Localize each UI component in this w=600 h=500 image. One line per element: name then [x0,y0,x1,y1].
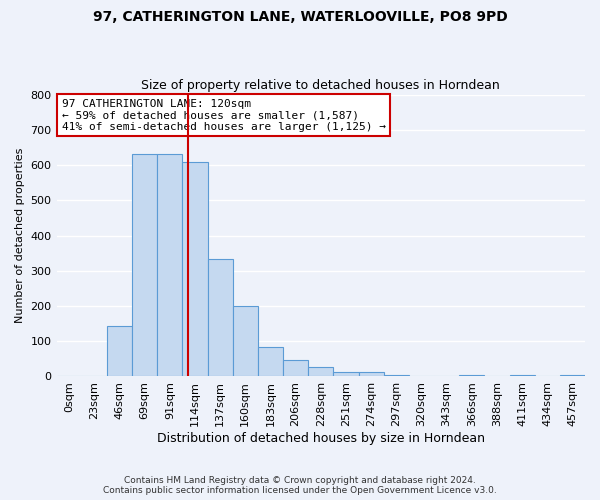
Bar [459,374,484,376]
Bar [107,326,132,376]
Bar [182,162,208,376]
Bar [308,367,334,376]
Bar [359,372,383,376]
Text: Contains HM Land Registry data © Crown copyright and database right 2024.
Contai: Contains HM Land Registry data © Crown c… [103,476,497,495]
Title: Size of property relative to detached houses in Horndean: Size of property relative to detached ho… [142,79,500,92]
Bar [157,154,182,376]
Y-axis label: Number of detached properties: Number of detached properties [15,148,25,323]
Bar [132,154,157,376]
Text: 97 CATHERINGTON LANE: 120sqm
← 59% of detached houses are smaller (1,587)
41% of: 97 CATHERINGTON LANE: 120sqm ← 59% of de… [62,99,386,132]
Text: 97, CATHERINGTON LANE, WATERLOOVILLE, PO8 9PD: 97, CATHERINGTON LANE, WATERLOOVILLE, PO… [92,10,508,24]
Bar [283,360,308,376]
Bar [509,374,535,376]
Bar [233,306,258,376]
Bar [334,372,359,376]
Bar [208,259,233,376]
X-axis label: Distribution of detached houses by size in Horndean: Distribution of detached houses by size … [157,432,485,445]
Bar [258,347,283,376]
